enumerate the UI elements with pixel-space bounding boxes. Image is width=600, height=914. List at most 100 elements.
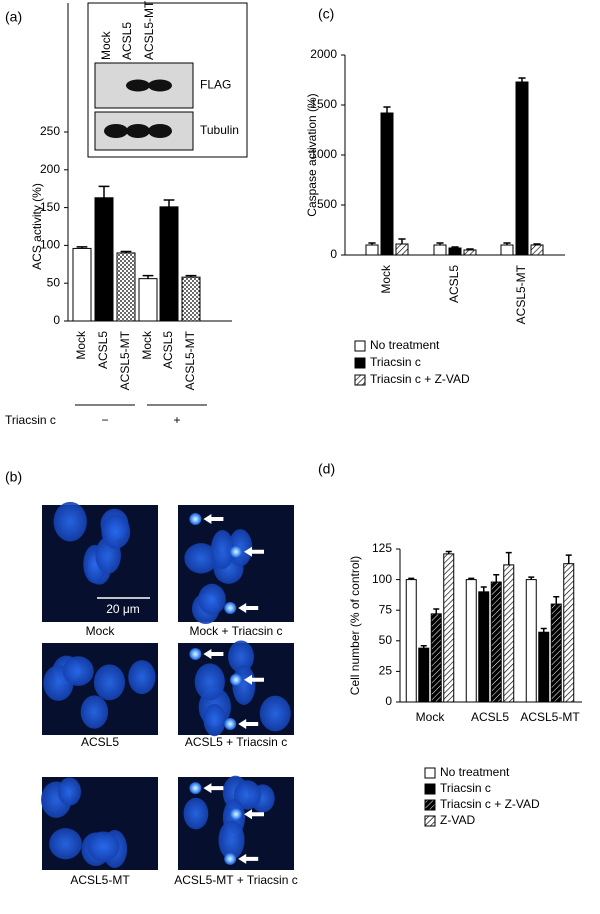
legend-label: No treatment — [370, 338, 440, 352]
error-bar — [518, 77, 526, 82]
y-tick-label: 500 — [317, 197, 337, 211]
nucleus — [218, 820, 245, 860]
apoptotic-nucleus — [230, 673, 242, 686]
nucleus — [228, 640, 254, 673]
y-tick-label: 125 — [372, 541, 392, 555]
error-bar — [528, 576, 535, 580]
y-axis-label: Caspase activation (%) — [305, 93, 319, 216]
nucleus — [80, 695, 109, 729]
band-label: Tubulin — [200, 123, 239, 137]
bar — [538, 631, 550, 703]
bar — [448, 247, 462, 256]
y-tick-label: 0 — [330, 247, 337, 261]
x-tick-label: Mock — [140, 330, 154, 360]
nucleus — [210, 529, 234, 570]
error-bar — [76, 246, 88, 249]
error-bar — [120, 250, 132, 253]
x-tick-label: ACSL5-MT — [118, 330, 132, 390]
bar — [463, 249, 477, 256]
y-tick-label: 1500 — [310, 97, 337, 111]
nucleus — [62, 656, 94, 686]
error-bar — [163, 199, 175, 207]
x-tick-label: ACSL5-MT — [183, 330, 197, 390]
nucleus — [203, 703, 226, 737]
error-bar — [505, 551, 512, 565]
image-label: ACSL5-MT + Triacsin c — [174, 873, 297, 887]
y-tick-label: 50 — [47, 275, 61, 289]
nucleus — [259, 695, 291, 732]
error-bar — [436, 242, 444, 245]
error-bar — [433, 608, 440, 614]
nucleus — [58, 777, 82, 806]
nucleus — [233, 780, 261, 810]
x-tick-label: ACSL5 — [471, 710, 509, 724]
arrow — [203, 514, 224, 525]
error-bar — [98, 185, 110, 198]
x-tick-label: Mock — [416, 710, 446, 724]
image-label: ACSL5-MT — [70, 873, 130, 887]
error-bar — [565, 554, 572, 564]
panel-label: (a) — [5, 9, 22, 25]
x-tick-label: ACSL5 — [161, 331, 175, 369]
legend-label: Triacsin c — [370, 355, 421, 369]
legend-label: Z-VAD — [440, 813, 475, 827]
bar — [500, 244, 514, 256]
bar — [159, 206, 179, 322]
y-tick-label: 2000 — [310, 47, 337, 61]
bar — [530, 244, 544, 256]
apoptotic-nucleus — [224, 601, 237, 614]
bar — [465, 579, 477, 703]
error-bar — [383, 106, 391, 113]
bar — [515, 81, 529, 256]
bar — [430, 613, 442, 703]
lane-label: Mock — [99, 30, 113, 60]
error-bar — [533, 243, 541, 245]
legend-swatch — [424, 783, 436, 795]
nucleus — [194, 663, 225, 701]
error-bar — [398, 238, 406, 244]
error-bar — [466, 248, 474, 250]
group-label: Triacsin c — [5, 413, 56, 427]
bar — [116, 252, 136, 322]
y-tick-label: 250 — [40, 124, 60, 138]
band — [126, 79, 150, 92]
bar — [525, 579, 537, 703]
nucleus — [184, 543, 218, 574]
bar — [503, 564, 515, 703]
band — [104, 124, 128, 138]
apoptotic-nucleus — [189, 513, 202, 526]
nucleus — [93, 664, 126, 701]
arrow — [244, 546, 264, 557]
bar — [138, 278, 158, 322]
bar — [550, 603, 562, 703]
error-bar — [420, 644, 427, 649]
y-tick-label: 75 — [379, 602, 393, 616]
panel-label: (b) — [5, 469, 22, 485]
bar — [365, 244, 379, 256]
bar — [418, 647, 430, 703]
error-bar — [493, 573, 500, 583]
panel-label: (c) — [318, 6, 334, 22]
legend-swatch — [354, 357, 366, 369]
nucleus — [128, 660, 156, 695]
arrow — [203, 649, 224, 660]
group-mark: + — [173, 413, 180, 427]
y-tick-label: 100 — [372, 572, 392, 586]
bar — [490, 581, 502, 703]
lane-label: ACSL5 — [120, 22, 134, 60]
bar — [395, 243, 409, 256]
error-bar — [408, 577, 415, 580]
y-tick-label: 100 — [40, 238, 60, 252]
legend-swatch — [424, 799, 436, 811]
apoptotic-nucleus — [224, 852, 237, 865]
apoptotic-nucleus — [230, 808, 242, 821]
apoptotic-nucleus — [189, 648, 202, 661]
band-label: FLAG — [200, 78, 231, 92]
band — [126, 124, 150, 138]
apoptotic-nucleus — [189, 782, 202, 795]
band — [148, 124, 172, 138]
error-bar — [142, 274, 154, 279]
y-tick-label: 150 — [40, 200, 60, 214]
y-axis-label: ACS activity (%) — [30, 183, 44, 270]
